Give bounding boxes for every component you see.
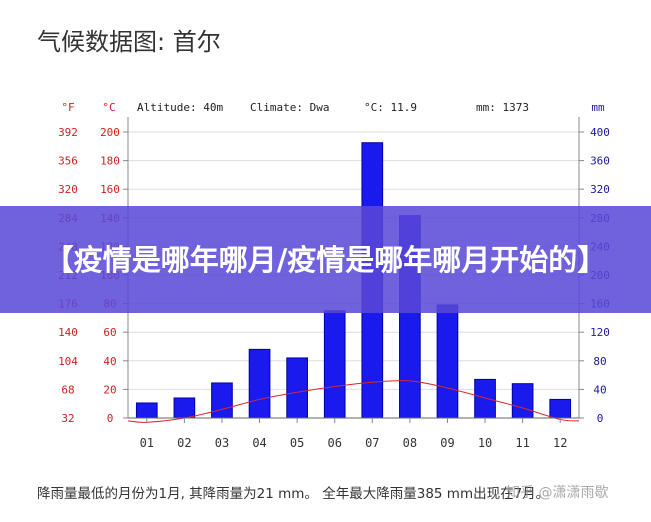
temp-label: °C: 11.9 <box>364 101 417 114</box>
c-tick-label: 0 <box>107 412 114 425</box>
mm-total-label: mm: 1373 <box>476 101 529 114</box>
watermark: 知乎 @潇潇雨歇 <box>506 485 609 501</box>
month-label: 08 <box>403 436 417 450</box>
f-tick-label: 320 <box>58 183 78 196</box>
c-tick-label: 180 <box>100 155 120 168</box>
mm-tick-label: 360 <box>590 155 610 168</box>
rainfall-bar <box>248 348 271 419</box>
month-labels: 01 02 03 04 05 06 07 08 09 10 11 12 <box>140 436 568 450</box>
c-tick-label: 200 <box>100 126 120 139</box>
rainfall-bar <box>211 382 233 419</box>
f-tick-label: 356 <box>58 155 78 168</box>
month-label: 01 <box>140 436 154 450</box>
month-label: 02 <box>177 436 191 450</box>
month-label: 07 <box>365 436 379 450</box>
rainfall-bar <box>323 310 346 419</box>
mm-tick-label: 40 <box>593 383 606 396</box>
c-tick-label: 20 <box>103 383 116 396</box>
f-tick-label: 68 <box>61 383 74 396</box>
mm-unit-label: mm <box>591 101 605 114</box>
c-tick-label: 160 <box>100 183 120 196</box>
f-tick-label: 104 <box>58 355 78 368</box>
f-tick-label: 32 <box>61 412 74 425</box>
mm-tick-label: 0 <box>597 412 604 425</box>
rainfall-bar <box>549 398 572 419</box>
rainfall-bar <box>135 402 158 419</box>
mm-tick-label: 400 <box>590 126 610 139</box>
month-label: 03 <box>215 436 229 450</box>
c-tick-label: 60 <box>103 326 116 339</box>
f-unit-label: °F <box>61 101 74 114</box>
rainfall-bar <box>286 357 308 419</box>
month-label: 12 <box>553 436 567 450</box>
altitude-label: Altitude: 40m <box>137 101 223 114</box>
mm-tick-label: 80 <box>593 355 606 368</box>
rainfall-bar <box>511 383 534 419</box>
rainfall-bar <box>436 304 459 419</box>
month-label: 09 <box>440 436 454 450</box>
c-unit-label: °C <box>102 101 115 114</box>
c-tick-label: 40 <box>103 355 116 368</box>
month-label: 06 <box>327 436 341 450</box>
mm-tick-label: 120 <box>590 326 610 339</box>
rainfall-bar <box>173 397 196 419</box>
month-label: 04 <box>252 436 266 450</box>
title-banner: 【疫情是哪年哪月/疫情是哪年哪月开始的】 <box>0 206 651 313</box>
f-tick-label: 392 <box>58 126 78 139</box>
mm-tick-label: 320 <box>590 183 610 196</box>
rainfall-caption: 降雨量最低的月份为1月, 其降雨量为21 mm。 全年最大降雨量385 mm出现… <box>37 486 550 502</box>
climate-label: Climate: Dwa <box>250 101 329 114</box>
rainfall-bars <box>135 142 572 419</box>
banner-text: 【疫情是哪年哪月/疫情是哪年哪月开始的】 <box>44 242 607 277</box>
page-title: 气候数据图: 首尔 <box>37 28 221 56</box>
temperature-line <box>127 380 580 423</box>
rainfall-bar <box>474 378 496 419</box>
f-tick-label: 140 <box>58 326 78 339</box>
month-label: 11 <box>515 436 529 450</box>
month-label: 05 <box>290 436 304 450</box>
month-label: 10 <box>478 436 492 450</box>
